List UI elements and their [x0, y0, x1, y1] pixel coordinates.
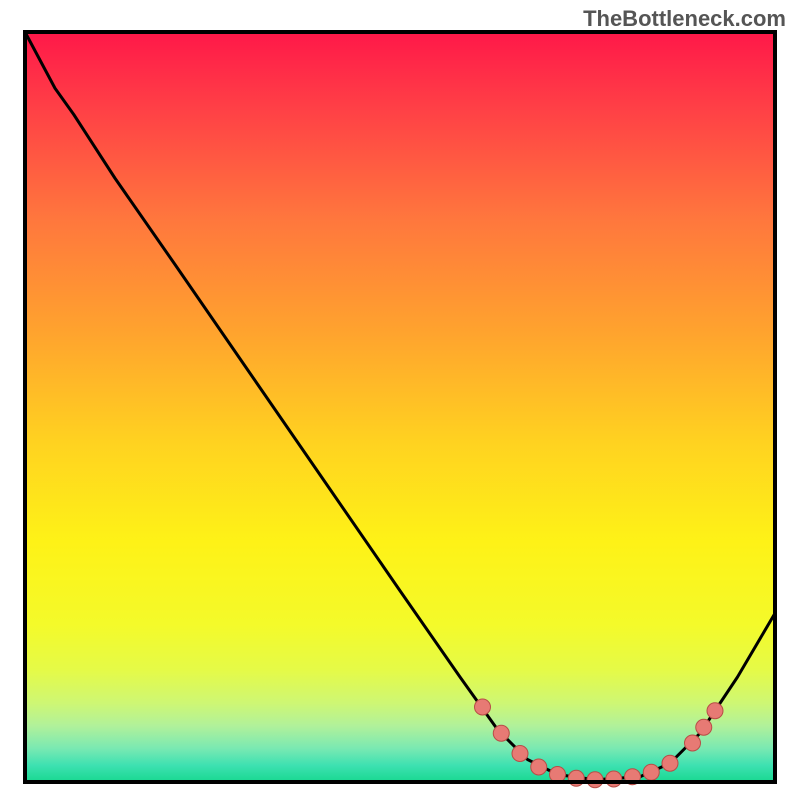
- marker-dot: [606, 771, 622, 787]
- marker-dot: [643, 764, 659, 780]
- marker-dot: [587, 772, 603, 788]
- plot-background: [25, 32, 775, 782]
- marker-dot: [475, 699, 491, 715]
- chart-svg: [0, 0, 800, 800]
- watermark-text: TheBottleneck.com: [583, 6, 786, 32]
- marker-dot: [707, 703, 723, 719]
- marker-dot: [696, 719, 712, 735]
- chart-container: TheBottleneck.com: [0, 0, 800, 800]
- marker-dot: [531, 759, 547, 775]
- marker-dot: [685, 735, 701, 751]
- marker-dot: [512, 746, 528, 762]
- marker-dot: [493, 725, 509, 741]
- marker-dot: [662, 755, 678, 771]
